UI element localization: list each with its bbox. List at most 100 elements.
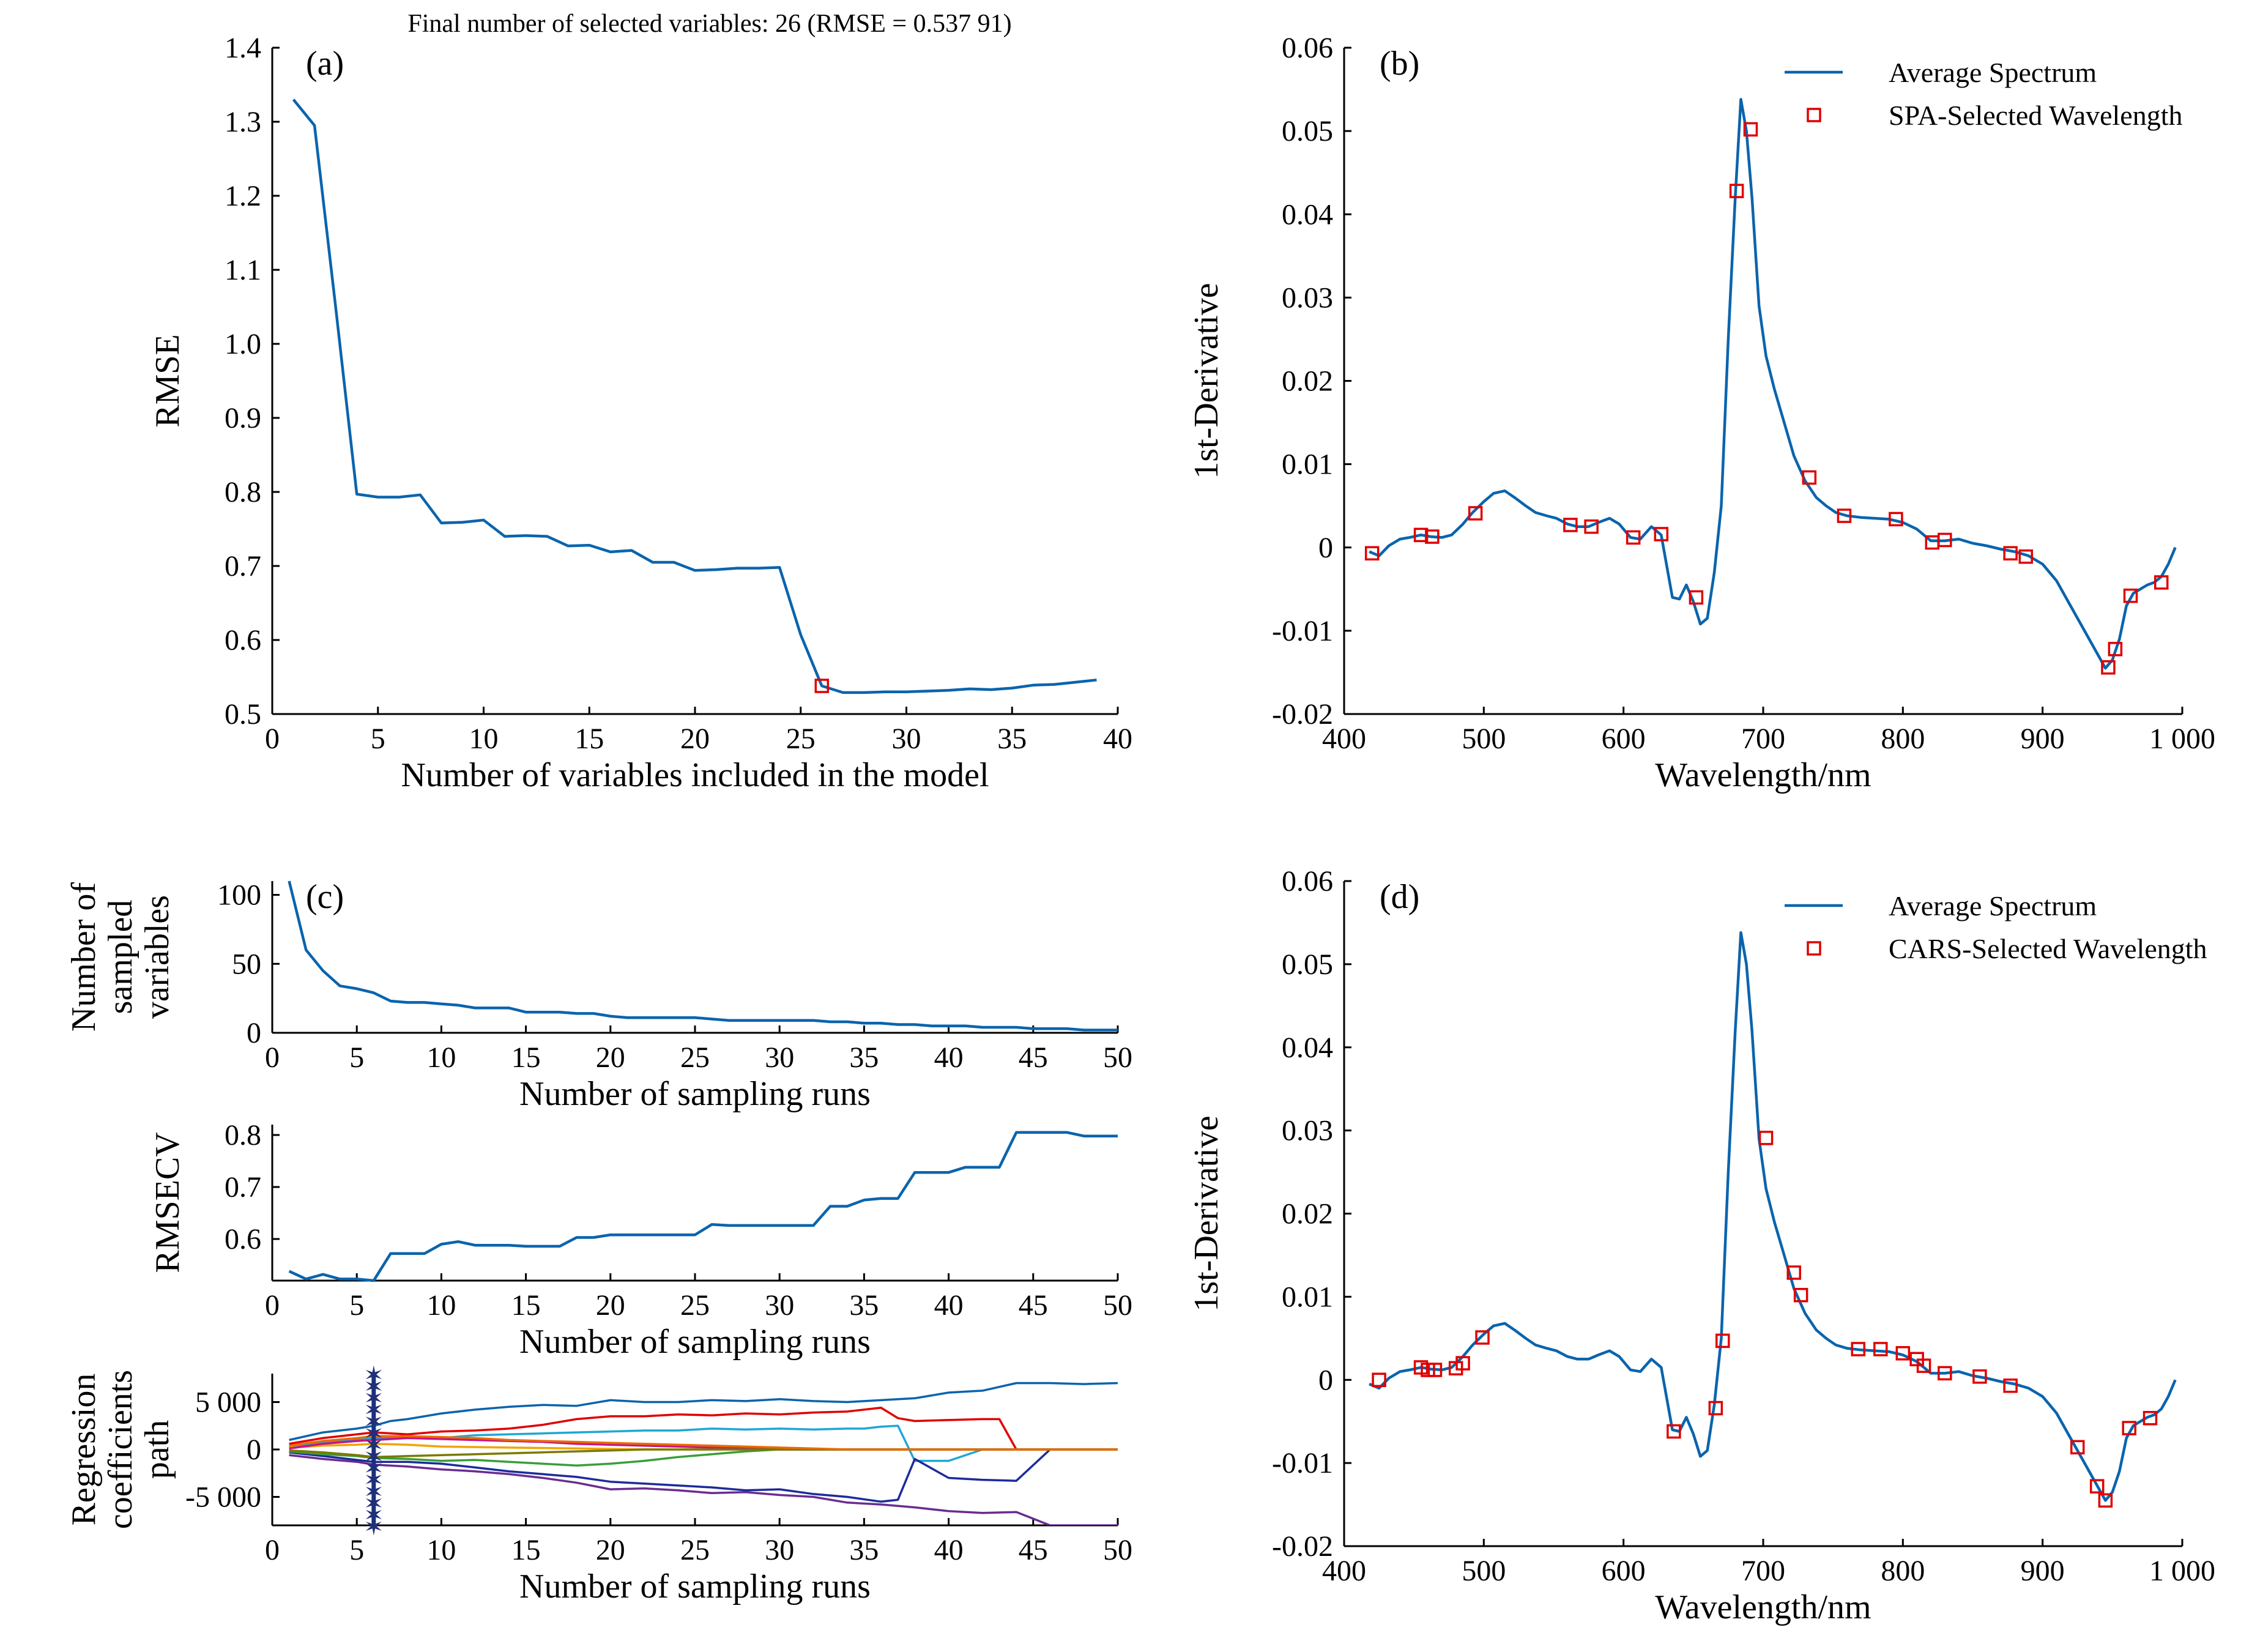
panel-b-y-tick-label: 0.01 xyxy=(1282,448,1333,481)
panel-c-sampled-variables: 0 5 10 15 20 25 30 35 40 45 50 0 50 100 Number of samp… xyxy=(65,878,1132,1113)
panel-b-legend-marker-swatch xyxy=(1807,108,1821,122)
panel-c-rmsecv-x-tick-label: 35 xyxy=(849,1289,879,1322)
panel-a-y-axis-label: RMSE xyxy=(149,334,187,428)
panel-d-selected-wavelength-marker xyxy=(1873,1342,1888,1356)
panel-c-rmsecv-y-axis-label: RMSECV xyxy=(149,1132,187,1273)
panel-a-x-axis-label: Number of variables included in the mode… xyxy=(401,756,989,794)
panel-a-x-tick-label: 5 xyxy=(371,723,385,755)
panel-b-x-tick-label: 500 xyxy=(1462,723,1506,755)
panel-a-y-tick-label: 0.8 xyxy=(225,476,261,508)
panel-d-selected-wavelength-marker xyxy=(1372,1372,1386,1387)
panel-b-y-tick-label: -0.02 xyxy=(1272,698,1333,731)
panel-a-x-tick-label: 25 xyxy=(786,723,816,755)
panel-d-selected-wavelength-marker xyxy=(1895,1346,1911,1361)
panel-c-sampled-x-axis-label: Number of sampling runs xyxy=(519,1075,871,1113)
panel-c-optimal-run-star-marker: ✶ xyxy=(363,1396,384,1424)
panel-c-rmsecv-x-tick-label: 50 xyxy=(1103,1289,1132,1322)
panel-d-selected-wavelength-marker xyxy=(1455,1356,1470,1371)
panel-c-optimal-run-star-marker: ✶ xyxy=(363,1385,384,1412)
panel-c-rmsecv-x-tick-label: 15 xyxy=(511,1289,541,1322)
panel-b-selected-wavelength-marker xyxy=(1626,530,1641,545)
panel-b-selected-wavelength-marker xyxy=(1729,184,1744,198)
panel-c-optimal-run-star-marker: ✶ xyxy=(363,1490,384,1517)
panel-c-sampled-x-tick-label: 40 xyxy=(934,1041,964,1074)
panel-c-coef-y-tick-label: -5 000 xyxy=(185,1481,261,1514)
panel-b-y-tick-label: 0.03 xyxy=(1282,281,1333,314)
panel-a-rmse-line xyxy=(292,99,1097,694)
panel-d-tag: (d) xyxy=(1380,878,1419,916)
panel-d-y-axis-label: 1st-Derivative xyxy=(1187,1115,1225,1311)
panel-c-coef-y-tick-label: 0 xyxy=(247,1434,261,1466)
panel-c-sampled-y-tick-label: 50 xyxy=(232,948,261,980)
panel-a-x-tick-label: 0 xyxy=(265,723,280,755)
panel-b-selected-wavelength-marker xyxy=(1743,122,1758,137)
panel-d-selected-wavelength-marker xyxy=(1427,1363,1443,1377)
panel-c-coef-x-tick-label: 0 xyxy=(265,1534,280,1566)
panel-a-y-tick-label: 1.4 xyxy=(225,32,261,64)
panel-c-sampled-y-tick-label: 100 xyxy=(217,879,261,912)
panel-d-selected-wavelength-marker xyxy=(2003,1379,2018,1393)
panel-c-rmsecv-x-tick-label: 5 xyxy=(349,1289,364,1322)
panel-c-sampled-x-tick-label: 5 xyxy=(349,1041,364,1074)
panel-b-selected-wavelength-marker xyxy=(1584,519,1599,534)
panel-c-coef-x-tick-label: 25 xyxy=(680,1534,710,1566)
panel-c-sampled-x-tick-label: 30 xyxy=(765,1041,794,1074)
panel-d-y-tick-label: 0.04 xyxy=(1282,1032,1333,1064)
panel-b-selected-wavelength-marker xyxy=(2101,660,2116,675)
panel-b-x-tick-label: 800 xyxy=(1881,723,1925,755)
panel-a-x-tick-label: 30 xyxy=(892,723,921,755)
panel-c-sampled-x-tick-label: 10 xyxy=(426,1041,456,1074)
panel-c-coef-x-tick-label: 30 xyxy=(765,1534,794,1566)
panel-c-coef-x-tick-label: 35 xyxy=(849,1534,879,1566)
panel-c-rmsecv: 0 5 10 15 20 25 30 35 40 45 50 0.6 0.7 0.8 Number of s… xyxy=(149,1119,1132,1361)
panel-b-y-tick-label: -0.01 xyxy=(1272,615,1333,647)
panel-c-coef-x-tick-label: 20 xyxy=(596,1534,625,1566)
panel-c-rmsecv-x-tick-label: 40 xyxy=(934,1289,964,1322)
panel-b-y-axis-label: 1st-Derivative xyxy=(1187,283,1225,478)
panel-d-selected-wavelength-marker xyxy=(1916,1358,1931,1373)
panel-b-selected-wavelength-marker xyxy=(2108,642,2123,657)
panel-b-legend-label-selected: SPA-Selected Wavelength xyxy=(1889,100,2183,131)
panel-b-x-axis-label: Wavelength/nm xyxy=(1655,756,1871,794)
panel-c-rmsecv-x-tick-label: 10 xyxy=(426,1289,456,1322)
panel-c-coef-path-line xyxy=(289,1448,1118,1459)
panel-d-selected-wavelength-marker xyxy=(1475,1330,1490,1345)
panel-c-coef-x-tick-label: 5 xyxy=(349,1534,364,1566)
panel-b-selected-wavelength-marker xyxy=(1364,546,1380,561)
panel-b-selected-wavelength-marker xyxy=(2154,575,2169,590)
panel-d-selected-wavelength-marker xyxy=(1793,1287,1808,1303)
panel-a-x-tick-label: 10 xyxy=(469,723,499,755)
panel-d-selected-wavelength-marker xyxy=(1851,1342,1866,1356)
panel-c-sampled-x-tick-label: 50 xyxy=(1103,1041,1132,1074)
panel-c-sampled-x-tick-label: 25 xyxy=(680,1041,710,1074)
panel-c-rmsecv-x-tick-label: 20 xyxy=(596,1289,625,1322)
panel-b-selected-wavelength-marker xyxy=(2018,549,2034,564)
panel-d-selected-wavelength-marker xyxy=(2143,1411,2158,1426)
panel-c-rmsecv-line xyxy=(288,1131,1118,1282)
panel-c-optimal-run-star-marker: ✶ xyxy=(363,1455,384,1483)
panel-d-x-tick-label: 500 xyxy=(1462,1555,1506,1587)
panel-d-y-tick-label: 0.03 xyxy=(1282,1115,1333,1147)
panel-b-y-tick-label: 0.06 xyxy=(1282,32,1333,64)
panel-d: 400 500 600 700 800 900 1 000 -0.02 -0.01 0 0.01 0.… xyxy=(1187,865,2215,1626)
panel-d-x-tick-label: 900 xyxy=(2021,1555,2065,1587)
panel-d-selected-wavelength-marker xyxy=(2122,1421,2136,1435)
panel-b-x-tick-label: 400 xyxy=(1322,723,1366,755)
panel-b-y-tick-label: 0.04 xyxy=(1282,198,1333,231)
panel-d-selected-wavelength-marker xyxy=(2070,1440,2085,1455)
panel-c-coef-x-tick-label: 40 xyxy=(934,1534,964,1566)
panel-c-rmsecv-x-axis-label: Number of sampling runs xyxy=(519,1323,871,1361)
panel-c-tag: (c) xyxy=(306,878,344,916)
panel-c-optimal-run-star-marker: ✶ xyxy=(363,1478,384,1506)
panel-c-optimal-run-star-marker: ✶ xyxy=(363,1361,384,1389)
panel-c-optimal-run-star-marker: ✶ xyxy=(363,1501,384,1529)
panel-c-optimal-run-star-marker: ✶ xyxy=(363,1443,384,1471)
panel-d-selected-wavelength-marker xyxy=(1786,1265,1801,1280)
panel-c-rmsecv-x-tick-label: 0 xyxy=(265,1289,280,1322)
panel-c-coef-path-line xyxy=(289,1448,1118,1503)
panel-c-coef-x-tick-label: 50 xyxy=(1103,1534,1132,1566)
panel-c-sampled-y-tick-label: 0 xyxy=(247,1017,261,1049)
panel-b-average-spectrum-line xyxy=(1369,98,2177,670)
panel-c-optimal-run-star-marker: ✶ xyxy=(363,1373,384,1401)
